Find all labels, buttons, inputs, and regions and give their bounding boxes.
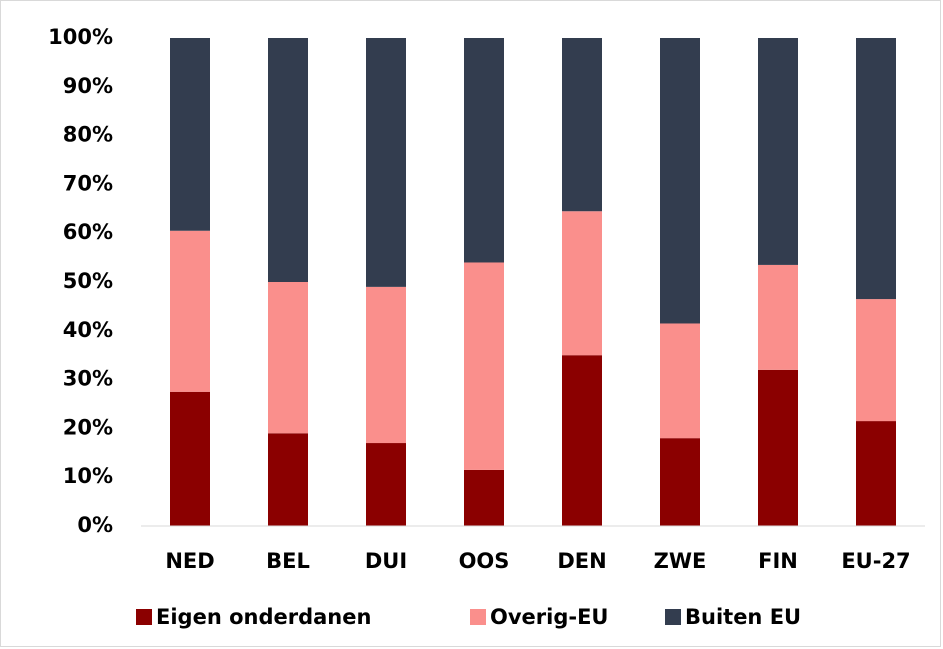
- bar-segment: [268, 38, 308, 282]
- bar-segment: [562, 211, 602, 356]
- bar-segment: [856, 299, 896, 422]
- y-tick-label: 70%: [63, 171, 113, 195]
- y-tick-label: 20%: [63, 415, 113, 439]
- bar-segment: [758, 369, 798, 526]
- bar-segment: [464, 469, 504, 526]
- bar-segment: [758, 38, 798, 265]
- bar-segment: [366, 286, 406, 444]
- bar-segment: [464, 262, 504, 470]
- bar-segment: [268, 282, 308, 434]
- bar-segment: [660, 38, 700, 324]
- legend-swatch: [665, 609, 681, 625]
- bar-segment: [660, 323, 700, 439]
- y-tick-label: 10%: [63, 464, 113, 488]
- bar-segment: [464, 38, 504, 263]
- bar-segment: [366, 443, 406, 526]
- y-tick-label: 60%: [63, 220, 113, 244]
- y-tick-label: 0%: [77, 513, 113, 537]
- bar-segment: [856, 421, 896, 526]
- bar-segment: [170, 230, 210, 392]
- bar-segment: [562, 38, 602, 212]
- y-tick-label: 80%: [63, 123, 113, 147]
- legend-swatch: [470, 609, 486, 625]
- x-tick-label: EU-27: [841, 549, 910, 573]
- y-tick-label: 100%: [48, 25, 113, 49]
- legend-label: Eigen onderdanen: [156, 605, 371, 629]
- x-tick-label: NED: [165, 549, 214, 573]
- x-tick-label: OOS: [459, 549, 510, 573]
- legend-label: Buiten EU: [685, 605, 801, 629]
- y-tick-label: 30%: [63, 367, 113, 391]
- y-tick-label: 40%: [63, 318, 113, 342]
- x-tick-label: DEN: [557, 549, 606, 573]
- legend-swatch: [136, 609, 152, 625]
- y-tick-label: 50%: [63, 269, 113, 293]
- bar-segment: [170, 391, 210, 526]
- x-tick-label: BEL: [266, 549, 310, 573]
- bar-segment: [856, 38, 896, 300]
- x-tick-label: ZWE: [654, 549, 707, 573]
- y-tick-label: 90%: [63, 74, 113, 98]
- legend-label: Overig-EU: [490, 605, 608, 629]
- bar-segment: [170, 38, 210, 231]
- bar-segment: [366, 38, 406, 287]
- bar-segment: [562, 355, 602, 526]
- bar-segment: [660, 438, 700, 526]
- x-tick-label: DUI: [365, 549, 407, 573]
- bar-segment: [758, 264, 798, 370]
- bar-segment: [268, 433, 308, 526]
- x-tick-label: FIN: [758, 549, 798, 573]
